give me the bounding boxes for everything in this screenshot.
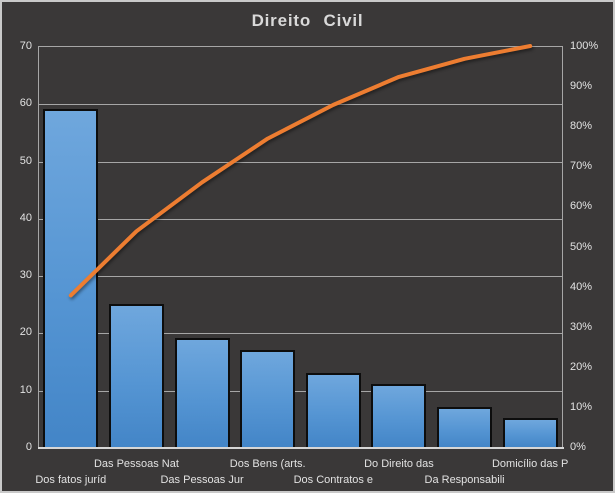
right-axis-tick: 60% — [570, 200, 593, 213]
right-axis-tick: 30% — [570, 320, 593, 333]
chart-title[interactable]: Direito Civil — [251, 11, 364, 30]
left-axis-tick: 30 — [19, 269, 32, 282]
bar[interactable] — [502, 418, 558, 447]
bar[interactable] — [371, 384, 427, 447]
left-axis-tick: 70 — [19, 40, 32, 52]
category-label: Do Direito das — [364, 458, 434, 470]
x-axis-line — [38, 447, 564, 449]
category-label: Da Responsabili — [424, 474, 505, 486]
bar[interactable] — [240, 349, 296, 447]
right-axis-tick: 20% — [570, 360, 593, 373]
left-axis-tick: 60 — [19, 97, 32, 110]
gridline — [39, 276, 562, 278]
bar[interactable] — [305, 372, 361, 447]
bar[interactable] — [437, 406, 493, 447]
right-axis-tick: 80% — [570, 120, 593, 133]
gridline — [39, 104, 562, 106]
bar[interactable] — [108, 303, 164, 447]
category-label: Domicílio das P — [491, 458, 569, 470]
right-axis-tick: 70% — [570, 160, 593, 173]
left-axis-tick: 40 — [19, 211, 32, 224]
right-axis-tick: 50% — [570, 240, 593, 253]
gridline — [39, 390, 562, 392]
plot-area[interactable] — [38, 46, 563, 447]
category-label: Dos Contratos e — [293, 474, 374, 486]
gridline — [39, 333, 562, 335]
right-axis-tick: 90% — [570, 80, 593, 93]
left-axis-tick: 50 — [19, 154, 32, 167]
category-label: Dos Bens (arts. — [229, 458, 306, 470]
category-label: Das Pessoas Nat — [93, 458, 179, 470]
right-axis-tick: 10% — [570, 400, 593, 413]
right-axis-tick: 100% — [570, 40, 599, 52]
gridline — [39, 218, 562, 220]
left-axis-tick: 20 — [19, 326, 32, 339]
right-axis-tick: 0% — [570, 441, 586, 453]
right-axis-tick: 40% — [570, 280, 593, 293]
category-label: Das Pessoas Jur — [160, 474, 244, 486]
category-label: Dos fatos juríd — [35, 474, 107, 486]
bar[interactable] — [43, 109, 99, 447]
left-axis-tick: 10 — [19, 383, 32, 396]
gridline — [39, 161, 562, 163]
left-axis-tick: 0 — [25, 441, 32, 453]
bar[interactable] — [174, 338, 230, 447]
